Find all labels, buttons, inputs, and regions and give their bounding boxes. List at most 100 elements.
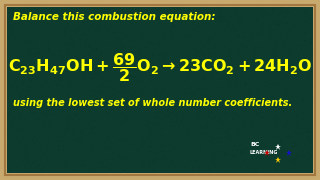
Point xyxy=(218,141,223,144)
Point xyxy=(42,26,47,29)
Point xyxy=(284,70,289,73)
Point xyxy=(287,44,292,47)
Point xyxy=(262,85,268,88)
Point xyxy=(192,114,197,117)
Point xyxy=(155,72,160,75)
Point xyxy=(86,154,92,156)
Point xyxy=(90,14,95,17)
Point xyxy=(28,165,33,168)
Point xyxy=(208,136,213,138)
Point xyxy=(225,85,230,87)
Point xyxy=(308,61,313,64)
Point xyxy=(214,64,219,67)
Point xyxy=(183,166,188,169)
Point xyxy=(28,19,34,21)
Point xyxy=(23,66,28,69)
Point xyxy=(295,158,300,161)
Point xyxy=(294,120,299,123)
Point xyxy=(260,20,266,23)
Point xyxy=(100,163,105,166)
Point xyxy=(104,134,109,137)
Point xyxy=(241,36,246,39)
Point xyxy=(80,32,85,35)
Point xyxy=(38,60,43,63)
Point xyxy=(236,23,241,26)
Point xyxy=(299,8,304,11)
Point xyxy=(58,134,63,136)
Point xyxy=(130,46,135,49)
Point xyxy=(79,39,84,41)
Point xyxy=(38,158,44,161)
Point xyxy=(254,156,259,158)
Point xyxy=(107,79,112,82)
Point xyxy=(50,151,55,154)
Point xyxy=(61,57,66,60)
Point xyxy=(157,9,162,12)
Point xyxy=(129,87,134,90)
Point xyxy=(55,88,60,91)
Point xyxy=(269,29,274,32)
Point xyxy=(288,108,293,111)
Point xyxy=(29,31,35,34)
Point xyxy=(71,123,76,126)
Point xyxy=(189,42,195,45)
Point xyxy=(214,85,220,88)
Point xyxy=(144,72,149,75)
Point xyxy=(188,131,194,134)
Point xyxy=(95,8,100,11)
Point xyxy=(227,73,232,76)
Point xyxy=(59,136,64,138)
Point xyxy=(87,12,92,15)
Point xyxy=(183,10,188,12)
Point xyxy=(170,127,175,130)
Point xyxy=(172,10,177,13)
Point xyxy=(209,139,214,141)
Point xyxy=(113,48,118,50)
Point xyxy=(24,6,29,9)
Point xyxy=(84,58,89,61)
Point xyxy=(115,52,120,55)
Point xyxy=(220,18,225,21)
Point xyxy=(148,62,153,65)
Point xyxy=(154,163,159,166)
Point xyxy=(135,147,140,150)
Point xyxy=(300,125,306,128)
Point xyxy=(12,130,17,132)
Point xyxy=(28,111,33,114)
Point xyxy=(106,171,111,174)
Point xyxy=(79,44,84,47)
Point xyxy=(110,164,115,167)
Point xyxy=(176,137,181,140)
Point xyxy=(100,114,105,117)
Point xyxy=(19,18,24,21)
Point xyxy=(82,129,87,132)
Point xyxy=(241,110,246,113)
Point xyxy=(135,47,140,50)
Point xyxy=(22,119,27,122)
Point xyxy=(57,96,62,99)
Point xyxy=(52,135,57,138)
Point xyxy=(133,135,139,138)
Point xyxy=(20,20,25,23)
Point xyxy=(89,110,94,113)
Point xyxy=(76,148,81,150)
Point xyxy=(157,138,162,141)
Point xyxy=(81,74,86,76)
Point xyxy=(107,127,112,130)
Point xyxy=(268,33,273,36)
Point xyxy=(39,157,44,160)
Point xyxy=(96,10,101,13)
Point xyxy=(128,113,133,116)
Point xyxy=(12,55,17,58)
Point xyxy=(119,62,124,65)
Point xyxy=(35,145,40,148)
Point xyxy=(148,42,153,45)
Point xyxy=(161,25,166,28)
Point xyxy=(173,26,178,29)
Point xyxy=(46,52,52,55)
Point xyxy=(198,163,204,166)
Point xyxy=(150,62,156,65)
Point xyxy=(266,98,271,101)
Point xyxy=(71,138,76,141)
Point xyxy=(258,95,263,98)
